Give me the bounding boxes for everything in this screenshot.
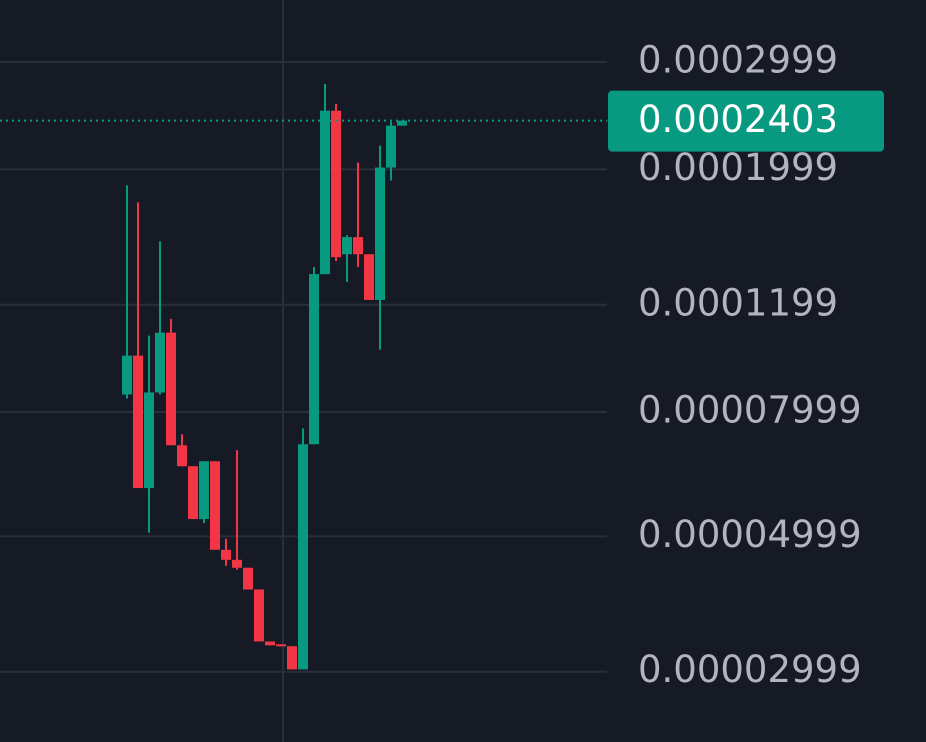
candle-body xyxy=(309,274,319,445)
y-tick-label: 0.0002999 xyxy=(638,38,838,81)
candle-body xyxy=(375,167,385,300)
candle-body xyxy=(221,549,231,560)
current-price-box xyxy=(608,90,884,152)
candle-body xyxy=(155,332,165,393)
candle-body xyxy=(122,355,132,395)
candle-body xyxy=(276,644,286,647)
candle-body xyxy=(254,589,264,642)
candle-body xyxy=(188,466,198,520)
candle-body xyxy=(243,567,253,590)
candle-body xyxy=(397,120,407,126)
candle-body xyxy=(210,461,220,550)
current-price-label: 0.0002403 xyxy=(638,98,838,141)
candle-body xyxy=(166,332,176,446)
y-tick-label: 0.0001199 xyxy=(638,281,838,324)
candle-body xyxy=(177,445,187,467)
candle-body xyxy=(342,237,352,255)
candle-body xyxy=(232,559,242,568)
candle-body xyxy=(320,110,330,275)
y-tick-label: 0.00004999 xyxy=(638,513,862,556)
candle-body xyxy=(364,254,374,300)
candle-body xyxy=(199,461,209,520)
candle-body xyxy=(298,444,308,670)
y-tick-label: 0.00007999 xyxy=(638,388,862,431)
y-tick-label: 0.00002999 xyxy=(638,648,862,691)
candle-body xyxy=(353,237,363,255)
candle-body xyxy=(287,646,297,670)
candle-body xyxy=(133,355,143,489)
y-tick-label: 0.0001999 xyxy=(638,146,838,189)
candle-body xyxy=(144,392,154,489)
candle-body xyxy=(331,110,341,258)
candle-body xyxy=(386,125,396,168)
candle-body xyxy=(265,641,275,646)
